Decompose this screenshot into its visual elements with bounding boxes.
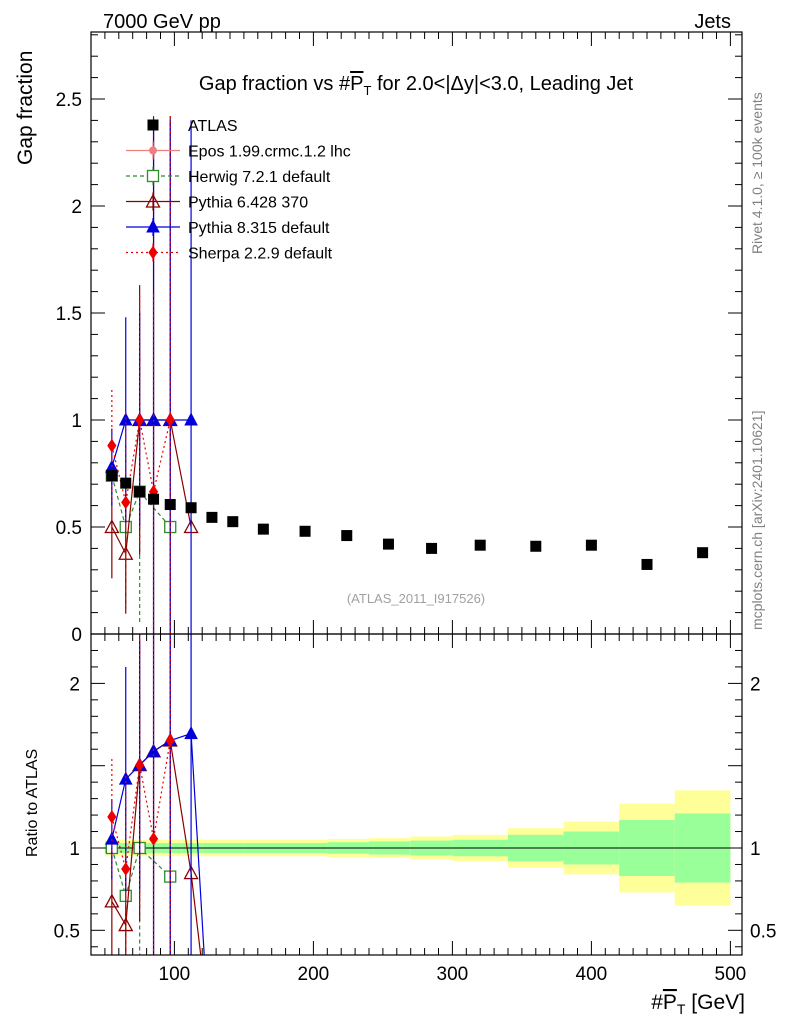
atlas-data-point xyxy=(641,558,653,570)
y-tick-label: 1 xyxy=(71,411,82,432)
x-tick-label: 300 xyxy=(437,964,469,985)
atlas-data-point xyxy=(697,547,709,559)
legend-label: Epos 1.99.crmc.1.2 lhc xyxy=(188,144,351,161)
legend-entry-epos: Epos 1.99.crmc.1.2 lhc xyxy=(126,141,351,161)
data-point-main xyxy=(104,519,120,534)
legend-entry-pythia: Pythia 8.315 default xyxy=(126,218,330,237)
series-line-ratio xyxy=(111,846,171,899)
legend-label: Pythia 6.428 370 xyxy=(188,195,308,212)
legend-entry-herwig: Herwig 7.2.1 default xyxy=(126,167,331,186)
legend-marker xyxy=(147,119,159,131)
atlas-data-point xyxy=(185,502,197,514)
data-point-ratio xyxy=(165,733,175,748)
data-point-main xyxy=(184,412,198,426)
data-point-ratio xyxy=(184,726,198,740)
legend-marker xyxy=(145,193,161,208)
atlas-data-point xyxy=(106,470,118,482)
atlas-data-point xyxy=(206,511,218,523)
ratio-plot-frame xyxy=(90,633,743,956)
legend-marker xyxy=(148,245,158,260)
data-point-main xyxy=(165,413,175,427)
legend-label: Herwig 7.2.1 default xyxy=(188,169,331,186)
atlas-data-point xyxy=(474,539,486,551)
data-point-main xyxy=(121,495,131,510)
x-tick-label: 200 xyxy=(298,964,330,985)
ratio-y-tick-label-right: 2 xyxy=(750,674,761,695)
data-point-ratio xyxy=(118,917,134,932)
atlas-data-point xyxy=(257,523,269,535)
y-tick-label: 1.5 xyxy=(56,304,82,325)
series-sherpa xyxy=(107,116,175,955)
atlas-data-point xyxy=(227,516,239,528)
atlas-data-point xyxy=(148,493,160,505)
y-tick-label: 2 xyxy=(71,197,82,218)
series-line-ratio xyxy=(111,740,171,870)
x-tick-label: 500 xyxy=(715,964,747,985)
legend-label: ATLAS xyxy=(188,118,238,135)
atlas-data-point xyxy=(585,539,597,551)
x-tick-label: 400 xyxy=(576,964,608,985)
analysis-watermark: (ATLAS_2011_I917526) xyxy=(347,591,485,606)
x-tick-label: 100 xyxy=(159,964,191,985)
data-point-ratio xyxy=(148,831,159,846)
y-tick-label: 0 xyxy=(71,625,82,646)
ratio-y-tick-label-left: 0.5 xyxy=(54,921,80,942)
data-point-main xyxy=(135,413,145,427)
ratio-y-tick-label-left: 1 xyxy=(69,839,80,860)
atlas-data-point xyxy=(164,499,176,511)
data-point-main xyxy=(107,438,117,453)
data-point-ratio xyxy=(107,809,117,824)
atlas-data-point xyxy=(382,538,394,550)
ratio-y-axis-label: Ratio to ATLAS xyxy=(24,749,41,857)
y-axis-label: Gap fraction xyxy=(14,51,37,165)
legend-label: Pythia 8.315 default xyxy=(188,220,330,237)
legend-marker xyxy=(149,146,157,155)
legend-entry-pythia: Pythia 6.428 370 xyxy=(126,192,308,212)
legend-label: Sherpa 2.2.9 default xyxy=(188,246,333,263)
data-point-ratio xyxy=(118,771,133,785)
legend-marker xyxy=(146,219,160,233)
legend-entry-atlas: ATLAS xyxy=(147,118,238,135)
atlas-data-point xyxy=(530,540,542,552)
atlas-data-point xyxy=(120,477,132,489)
legend-entry-sherpa: Sherpa 2.2.9 default xyxy=(126,243,333,263)
data-point-ratio xyxy=(104,893,120,908)
series-line-main xyxy=(111,475,171,529)
data-point-ratio xyxy=(121,862,131,876)
y-tick-label: 2.5 xyxy=(56,90,82,111)
legend-marker xyxy=(146,169,160,183)
category-label: Jets xyxy=(694,11,731,33)
plot-title: Gap fraction vs #PT for 2.0<|Δy|<3.0, Le… xyxy=(199,73,634,98)
rivet-version-label: Rivet 4.1.0, ≥ 100k events xyxy=(749,92,765,254)
atlas-data-point xyxy=(426,542,438,554)
x-axis-label: #PT [GeV] xyxy=(651,991,745,1017)
legend: ATLAS Epos 1.99.crmc.1.2 lhc Herwig 7.2.1 … xyxy=(126,118,351,263)
atlas-data-point xyxy=(299,525,311,537)
series-line-main xyxy=(111,419,192,468)
ratio-y-tick-label-left: 2 xyxy=(69,674,80,695)
atlas-data-point xyxy=(341,530,353,542)
mcplots-label: mcplots.cern.ch [arXiv:2401.10621] xyxy=(749,411,765,630)
ratio-y-tick-label-right: 1 xyxy=(750,839,761,860)
energy-label: 7000 GeV pp xyxy=(103,11,221,33)
atlas-data-point xyxy=(134,486,146,498)
data-point-ratio xyxy=(135,758,145,772)
ratio-y-tick-label-right: 0.5 xyxy=(750,921,776,942)
y-tick-label: 0.5 xyxy=(56,518,82,539)
